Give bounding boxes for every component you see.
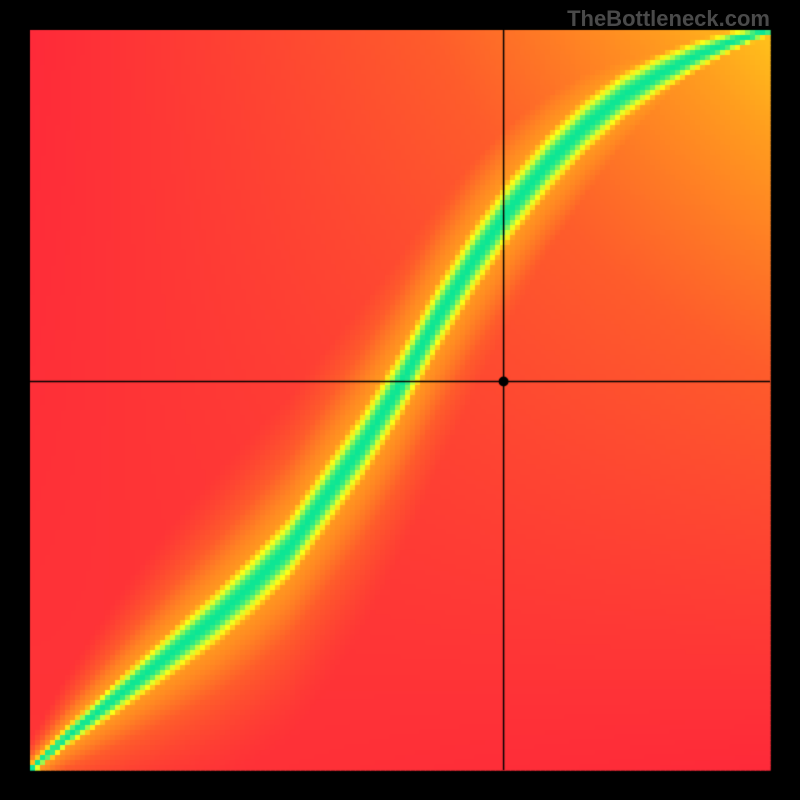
heatmap-canvas <box>0 0 800 800</box>
chart-container: TheBottleneck.com <box>0 0 800 800</box>
watermark-text: TheBottleneck.com <box>567 6 770 32</box>
